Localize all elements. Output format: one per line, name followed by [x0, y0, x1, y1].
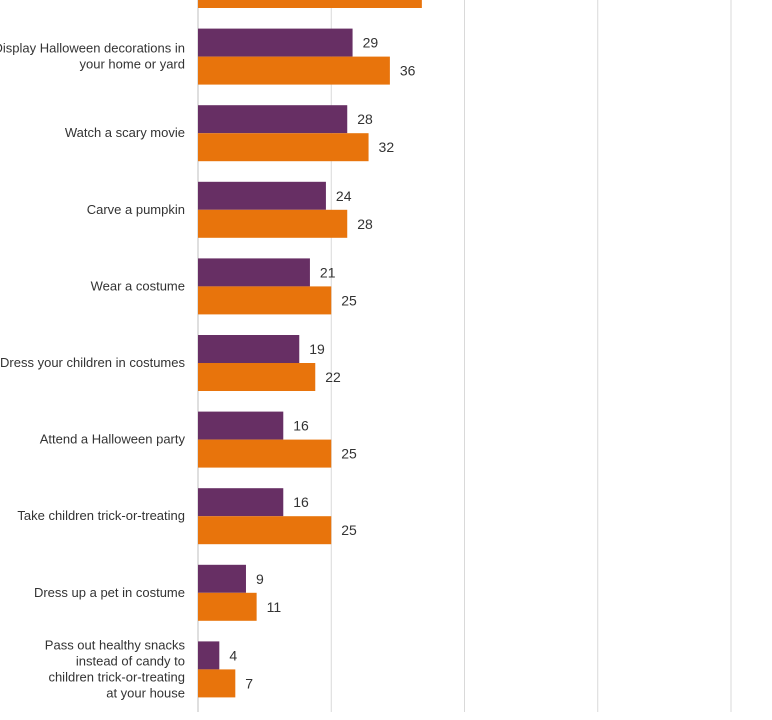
- bar-series1-5: [198, 335, 300, 363]
- value-label-series2-4: 25: [341, 292, 357, 308]
- bar-series2-4: [198, 286, 332, 315]
- value-label-series1-2: 28: [357, 111, 373, 127]
- bar-series2-3: [198, 209, 348, 238]
- category-label-2: Watch a scary movie: [65, 125, 185, 140]
- x-tick-label-25: 25: [324, 717, 338, 720]
- value-label-series2-3: 28: [357, 216, 373, 232]
- x-tick-label-100: 100: [720, 717, 742, 720]
- value-label-series2-1: 36: [400, 63, 416, 79]
- value-label-series2-2: 32: [379, 139, 395, 155]
- bar-series1-1: [198, 28, 353, 57]
- value-label-series1-4: 21: [320, 264, 336, 280]
- category-label-4: Wear a costume: [91, 278, 185, 293]
- value-label-series2-5: 22: [325, 369, 341, 385]
- value-label-series1-6: 16: [293, 418, 309, 434]
- category-label-8: Dress up a pet in costume: [34, 585, 185, 600]
- category-label-1: Display Halloween decorations in your hom…: [0, 41, 185, 72]
- bar-series2-0: [198, 0, 422, 8]
- category-label-9: Pass out healthy snacks instead of candy …: [45, 637, 186, 700]
- bar-series1-2: [198, 105, 348, 134]
- value-label-series2-9: 7: [245, 675, 253, 691]
- value-label-series1-1: 29: [363, 35, 379, 51]
- value-label-series1-9: 4: [229, 647, 237, 663]
- bar-series2-7: [198, 516, 332, 545]
- x-tick-label-75: 75: [591, 717, 605, 720]
- bar-series2-2: [198, 133, 369, 162]
- value-label-series2-7: 25: [341, 522, 357, 538]
- value-label-series2-6: 25: [341, 446, 357, 462]
- category-labels: Display Halloween decorations in your hom…: [0, 41, 185, 701]
- bar-series2-6: [198, 439, 332, 468]
- category-label-5: Dress your children in costumes: [0, 355, 185, 370]
- category-label-3: Carve a pumpkin: [87, 202, 185, 217]
- bar-series2-8: [198, 592, 257, 621]
- value-label-series1-3: 24: [336, 188, 352, 204]
- x-tick-label-0: 0: [194, 717, 201, 720]
- category-label-6: Attend a Halloween party: [40, 432, 186, 447]
- bar-series1-8: [198, 564, 246, 593]
- value-label-series1-7: 16: [293, 494, 309, 510]
- bar-series2-5: [198, 363, 316, 391]
- bar-series1-4: [198, 258, 310, 287]
- bar-series1-7: [198, 488, 284, 517]
- value-label-series2-8: 11: [267, 599, 282, 615]
- gridlines: [330, 0, 732, 712]
- bar-series1-6: [198, 411, 284, 440]
- bar-series1-9: [198, 641, 220, 670]
- value-label-series1-5: 19: [309, 341, 325, 357]
- category-label-7: Take children trick-or-treating: [17, 508, 185, 523]
- bar-series2-9: [198, 669, 236, 698]
- bar-series2-1: [198, 56, 390, 85]
- value-label-series1-8: 9: [256, 571, 264, 587]
- x-tick-label-50: 50: [457, 717, 471, 720]
- bar-series1-3: [198, 181, 326, 210]
